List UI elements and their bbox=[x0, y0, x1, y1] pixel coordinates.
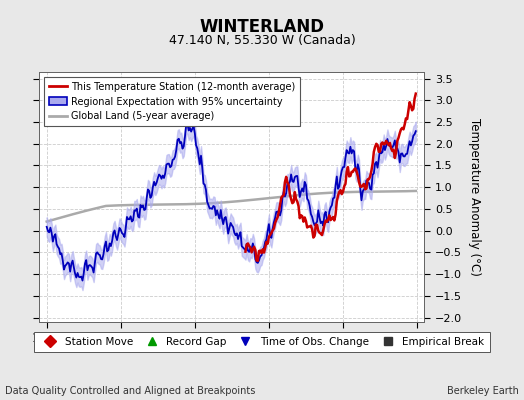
Text: Data Quality Controlled and Aligned at Breakpoints: Data Quality Controlled and Aligned at B… bbox=[5, 386, 256, 396]
Legend: This Temperature Station (12-month average), Regional Expectation with 95% uncer: This Temperature Station (12-month avera… bbox=[44, 77, 300, 126]
Text: WINTERLAND: WINTERLAND bbox=[200, 18, 324, 36]
Legend: Station Move, Record Gap, Time of Obs. Change, Empirical Break: Station Move, Record Gap, Time of Obs. C… bbox=[35, 332, 489, 352]
Text: Berkeley Earth: Berkeley Earth bbox=[447, 386, 519, 396]
Y-axis label: Temperature Anomaly (°C): Temperature Anomaly (°C) bbox=[467, 118, 481, 276]
Text: 47.140 N, 55.330 W (Canada): 47.140 N, 55.330 W (Canada) bbox=[169, 34, 355, 47]
